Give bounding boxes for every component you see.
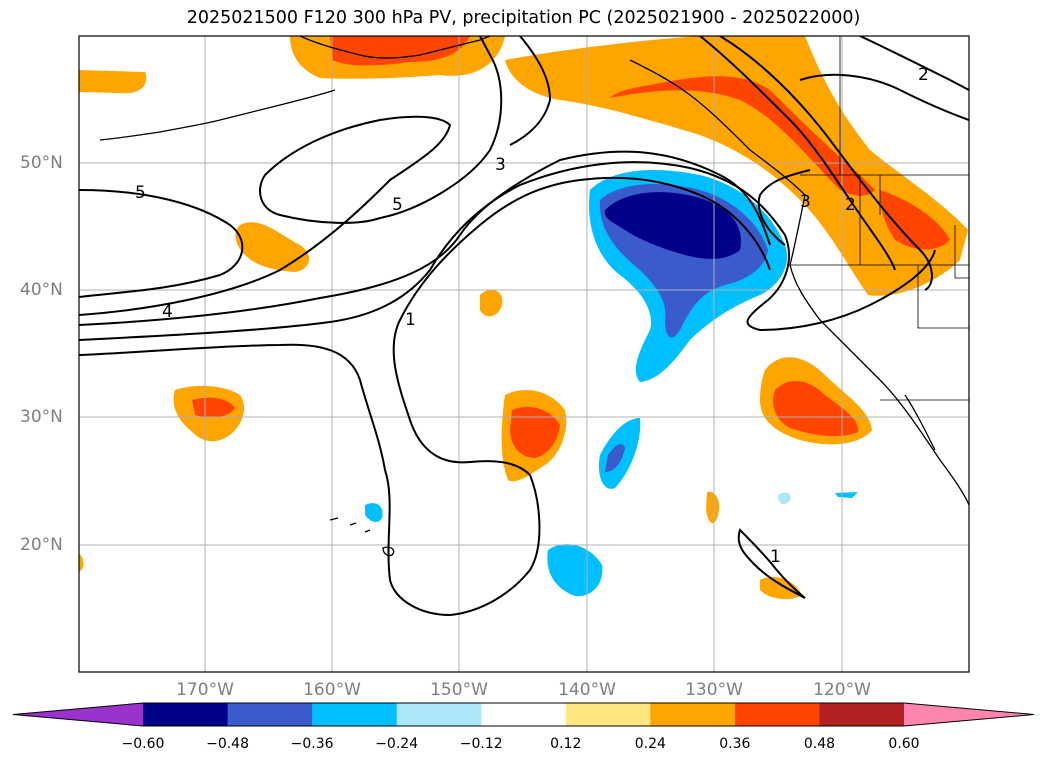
precip-positive-core bbox=[880, 190, 950, 250]
contour-label: 2 bbox=[918, 65, 929, 85]
lon-label: 130°W bbox=[685, 680, 743, 700]
contour-label: 5 bbox=[392, 195, 403, 215]
precip-positive-core bbox=[192, 397, 235, 418]
precip-negative-region bbox=[547, 544, 603, 597]
colorbar-tick-label: −0.24 bbox=[375, 736, 419, 752]
precip-positive-core bbox=[330, 36, 470, 66]
lon-label: 150°W bbox=[430, 680, 488, 700]
pv-contour bbox=[859, 36, 969, 91]
pv-contour bbox=[79, 161, 936, 341]
precip-positive-region bbox=[505, 36, 968, 296]
contour-label: 1 bbox=[770, 547, 781, 567]
precip-negative-region bbox=[605, 444, 625, 472]
state-borders bbox=[790, 174, 969, 401]
lat-label: 40°N bbox=[20, 280, 63, 300]
colorbar-tick-label: 0.60 bbox=[888, 736, 920, 752]
precip-positive-region bbox=[79, 553, 84, 572]
pv-contour bbox=[79, 36, 503, 316]
lon-label: 140°W bbox=[558, 680, 616, 700]
hawaii-islands bbox=[329, 517, 395, 557]
lat-label: 50°N bbox=[20, 153, 63, 173]
colorbar-tick-label: −0.48 bbox=[206, 736, 249, 752]
contour-label: 3 bbox=[495, 155, 506, 175]
colorbar-tick-label: 0.48 bbox=[803, 736, 836, 752]
precip-positive-core bbox=[610, 76, 875, 196]
colorbar-tick-label: 0.36 bbox=[719, 736, 751, 752]
precip-negative-core bbox=[604, 192, 741, 259]
baja-coast bbox=[879, 379, 969, 506]
alaska-coast bbox=[299, 36, 491, 59]
contour-label: 5 bbox=[135, 183, 146, 203]
colorbar-tick-label: −0.36 bbox=[290, 736, 334, 752]
pv-contour bbox=[79, 150, 771, 326]
pv-contour bbox=[79, 176, 771, 617]
precip-positive-region bbox=[235, 222, 310, 272]
us-west-coast bbox=[789, 194, 881, 381]
chart-title: 2025021500 F120 300 hPa PV, precipitatio… bbox=[186, 8, 861, 28]
bc-coast bbox=[629, 59, 806, 196]
precip-positive-region bbox=[760, 576, 802, 600]
contour-label: 3 bbox=[800, 192, 811, 212]
contour-label: 1 bbox=[405, 310, 416, 330]
colorbar-tick-label: −0.60 bbox=[121, 736, 165, 752]
colorbar-tick-label: 0.12 bbox=[550, 736, 582, 752]
lat-label: 30°N bbox=[20, 407, 63, 427]
lon-label: 160°W bbox=[303, 680, 361, 700]
precip-positive-core bbox=[773, 380, 859, 437]
precip-positive-region bbox=[79, 70, 147, 94]
pv-contour bbox=[719, 36, 933, 291]
gridlines bbox=[79, 36, 969, 672]
colorbar-tick-label: 0.24 bbox=[634, 736, 666, 752]
baja-peninsula bbox=[904, 394, 936, 451]
aleutian-islands bbox=[99, 89, 336, 141]
pv-contour bbox=[757, 169, 811, 246]
map-frame bbox=[78, 35, 970, 673]
precip-positive-region bbox=[706, 491, 720, 524]
pv-contour bbox=[737, 528, 806, 599]
precip-positive-core bbox=[510, 406, 560, 458]
contour-label: 2 bbox=[845, 195, 856, 215]
precip-shading bbox=[79, 36, 968, 600]
lat-label: 20°N bbox=[20, 535, 63, 555]
precip-negative-region bbox=[778, 492, 791, 505]
colorbar-tick-label: −0.12 bbox=[459, 736, 503, 752]
precip-negative-region bbox=[835, 492, 858, 498]
pv-contour bbox=[699, 36, 896, 271]
lon-label: 120°W bbox=[813, 680, 871, 700]
precip-positive-region bbox=[480, 289, 503, 317]
coastlines bbox=[99, 36, 969, 557]
pv-contours bbox=[79, 36, 969, 617]
pv-contour bbox=[79, 189, 244, 298]
precip-negative-region bbox=[365, 503, 383, 522]
lon-label: 170°W bbox=[176, 680, 234, 700]
pv-contour bbox=[509, 36, 552, 146]
pv-contour bbox=[799, 73, 969, 121]
contour-label: 4 bbox=[162, 302, 173, 322]
